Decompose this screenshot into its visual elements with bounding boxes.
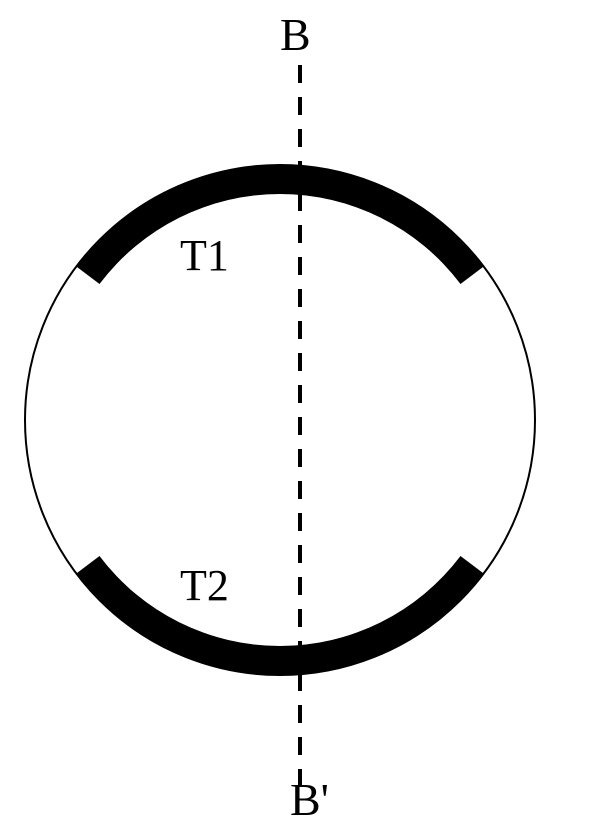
label-T2: T2 (180, 561, 229, 610)
label-T1: T1 (180, 231, 229, 280)
arc-bottom (76, 556, 483, 675)
arc-top (76, 165, 483, 284)
label-B: B (280, 9, 311, 60)
label-B-prime: B' (290, 774, 329, 823)
